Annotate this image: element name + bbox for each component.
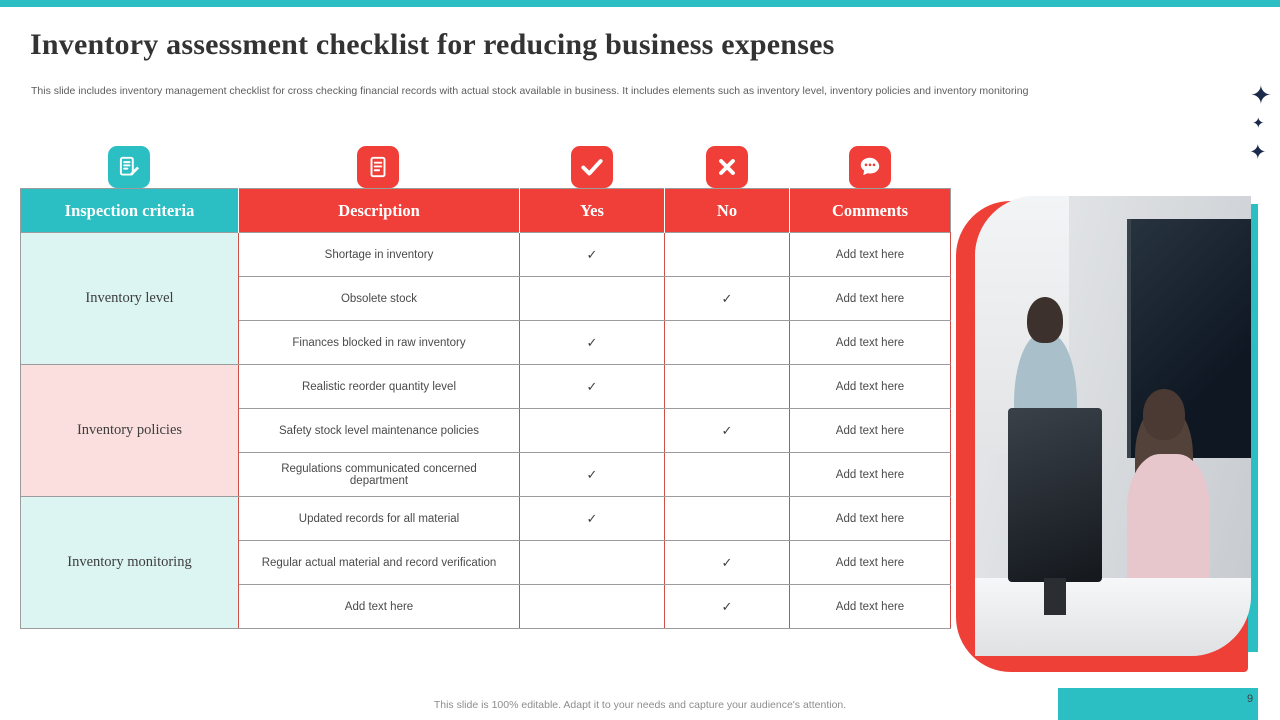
comment-placeholder[interactable]: Add text here (789, 540, 951, 585)
photo-desk (975, 577, 1251, 656)
comment-placeholder[interactable]: Add text here (789, 496, 951, 541)
photo-monitor (1008, 407, 1102, 583)
yes-cell (519, 408, 665, 453)
description-cell: Regulations communicated concerned depar… (238, 452, 520, 497)
criteria-cell-inventory-level: Inventory level (20, 232, 239, 365)
table-row: Regular actual material and record verif… (21, 540, 951, 585)
table-row: Inventory policies Realistic reorder qua… (20, 364, 951, 497)
comment-placeholder[interactable]: Add text here (789, 364, 951, 409)
yes-cell: ✓ (519, 232, 665, 277)
table-row: Inventory monitoring Updated records for… (20, 496, 951, 629)
check-icon (571, 146, 613, 188)
photo-person-sitting-head (1143, 389, 1185, 440)
footer-note: This slide is 100% editable. Adapt it to… (433, 699, 847, 711)
photo-person-sitting (1126, 453, 1210, 592)
yes-cell: ✓ (519, 452, 665, 497)
checklist-pen-icon (108, 146, 150, 188)
no-cell (664, 452, 790, 497)
yes-cell (519, 584, 665, 629)
no-cell: ✓ (664, 408, 790, 453)
comment-icon (849, 146, 891, 188)
yes-cell: ✓ (519, 320, 665, 365)
column-header-comments: Comments (789, 188, 951, 233)
comment-placeholder[interactable]: Add text here (789, 408, 951, 453)
slide-subtitle: This slide includes inventory management… (31, 85, 1029, 97)
no-cell: ✓ (664, 584, 790, 629)
sparkle-icon: ✦ (1252, 115, 1265, 132)
sparkle-icon: ✦ (1250, 80, 1272, 110)
no-cell: ✓ (664, 540, 790, 585)
comment-placeholder[interactable]: Add text here (789, 320, 951, 365)
sparkle-icon: ✦ (1249, 141, 1267, 164)
no-cell (664, 320, 790, 365)
office-photo (975, 196, 1251, 656)
comment-placeholder[interactable]: Add text here (789, 584, 951, 629)
description-cell: Updated records for all material (238, 496, 520, 541)
top-accent-bar (0, 0, 1280, 7)
description-cell: Finances blocked in raw inventory (238, 320, 520, 365)
column-header-description: Description (238, 188, 520, 233)
table-row: Add text here ✓ Add text here (21, 584, 951, 629)
criteria-cell-inventory-policies: Inventory policies (20, 364, 239, 497)
description-placeholder[interactable]: Add text here (238, 584, 520, 629)
comment-placeholder[interactable]: Add text here (789, 452, 951, 497)
cross-icon (706, 146, 748, 188)
yes-cell: ✓ (519, 496, 665, 541)
table-row: Inventory level Shortage in inventory ✓ … (20, 232, 951, 365)
description-cell: Realistic reorder quantity level (238, 364, 520, 409)
inventory-checklist-table: Inspection criteria Description Yes No C… (20, 188, 951, 629)
description-cell: Regular actual material and record verif… (238, 540, 520, 585)
yes-cell (519, 540, 665, 585)
column-header-yes: Yes (519, 188, 665, 233)
comment-placeholder[interactable]: Add text here (789, 276, 951, 321)
no-cell: ✓ (664, 276, 790, 321)
column-header-no: No (664, 188, 790, 233)
table-row: Obsolete stock ✓ Add text here (21, 276, 951, 321)
no-cell (664, 364, 790, 409)
no-cell (664, 496, 790, 541)
comment-placeholder[interactable]: Add text here (789, 232, 951, 277)
page-number: 9 (1247, 693, 1254, 705)
description-cell: Shortage in inventory (238, 232, 520, 277)
photo-person-standing-head (1027, 297, 1064, 344)
document-list-icon (357, 146, 399, 188)
yes-cell (519, 276, 665, 321)
yes-cell: ✓ (519, 364, 665, 409)
page-title: Inventory assessment checklist for reduc… (30, 28, 835, 61)
table-header-row: Inspection criteria Description Yes No C… (20, 188, 951, 233)
table-row: Safety stock level maintenance policies … (21, 408, 951, 453)
table-row: Regulations communicated concerned depar… (21, 452, 951, 497)
bottom-teal-bar (1058, 688, 1258, 720)
column-header-inspection-criteria: Inspection criteria (20, 188, 239, 233)
criteria-cell-inventory-monitoring: Inventory monitoring (20, 496, 239, 629)
description-cell: Obsolete stock (238, 276, 520, 321)
photo-monitor-stand (1044, 577, 1067, 615)
description-cell: Safety stock level maintenance policies (238, 408, 520, 453)
no-cell (664, 232, 790, 277)
